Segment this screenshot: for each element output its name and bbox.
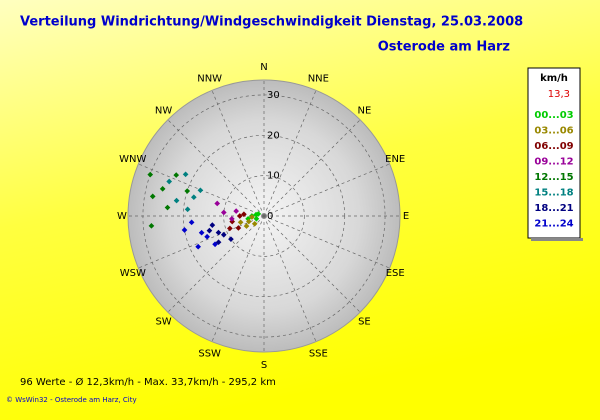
data-point <box>198 229 205 236</box>
spoke-line <box>167 119 265 217</box>
data-point <box>233 208 240 214</box>
legend-label: 21...24 <box>534 219 573 230</box>
legend-box <box>527 67 581 239</box>
legend-label: 06...09 <box>534 141 573 152</box>
spoke-line <box>138 215 265 269</box>
direction-label: NNE <box>308 73 329 84</box>
data-point <box>214 200 221 207</box>
spoke-line <box>211 215 265 342</box>
direction-label: W <box>117 211 127 222</box>
data-point <box>249 214 255 220</box>
data-point <box>204 233 210 240</box>
r-tick-label: 30 <box>267 90 280 101</box>
direction-label: NW <box>155 106 172 117</box>
data-point <box>191 194 197 201</box>
legend-value: 13,3 <box>548 89 570 100</box>
r-tick-label: 10 <box>267 171 280 182</box>
data-point <box>184 206 191 213</box>
data-point <box>237 219 244 226</box>
spoke-line <box>263 215 317 342</box>
data-point <box>181 227 188 233</box>
footer-stats: 96 Werte - Ø 12,3km/h - Max. 33,7km/h - … <box>20 376 276 388</box>
direction-label: SE <box>358 316 371 327</box>
legend-title: km/h <box>540 73 568 84</box>
spoke-line <box>263 215 390 269</box>
data-point <box>251 220 258 227</box>
data-point <box>209 222 216 228</box>
legend-label: 00...03 <box>534 110 573 121</box>
legend-label: 09...12 <box>534 157 573 168</box>
spoke-line <box>263 215 361 313</box>
direction-label: ENE <box>385 154 405 165</box>
spoke-line <box>263 163 390 217</box>
data-point <box>149 193 156 200</box>
data-point <box>206 227 213 234</box>
direction-label: WSW <box>120 268 146 279</box>
direction-label: WNW <box>119 154 146 165</box>
data-point <box>212 241 218 248</box>
r-tick-label: 20 <box>267 130 280 141</box>
direction-label: NNW <box>197 73 222 84</box>
legend-label: 03...06 <box>534 126 573 137</box>
data-point <box>188 219 195 226</box>
chart-title: Verteilung Windrichtung/Windgeschwindigk… <box>20 15 523 30</box>
legend-label: 15...18 <box>534 188 573 199</box>
data-point <box>220 209 227 216</box>
spoke-line <box>167 215 265 313</box>
data-point <box>148 223 155 229</box>
data-point <box>228 236 234 242</box>
data-point <box>164 204 171 211</box>
spoke-line <box>263 119 361 217</box>
data-point <box>147 171 154 178</box>
data-point <box>236 213 243 219</box>
data-point <box>255 211 262 217</box>
r-tick-label: 0 <box>267 211 273 222</box>
spoke-line <box>211 90 265 217</box>
data-point <box>243 223 250 229</box>
data-point <box>220 231 227 238</box>
grid-ring <box>182 134 346 298</box>
direction-label: NE <box>358 106 372 117</box>
data-point <box>173 197 180 204</box>
direction-label: SSE <box>309 349 328 360</box>
data-point <box>253 215 260 222</box>
data-point <box>166 178 173 185</box>
direction-label: ESE <box>386 268 405 279</box>
data-point <box>246 218 252 225</box>
direction-label: SW <box>155 316 171 327</box>
footer-credit: © WsWin32 - Osterode am Harz, City <box>6 396 137 404</box>
direction-label: SSW <box>198 349 221 360</box>
data-point <box>235 225 242 231</box>
legend-label: 12...15 <box>534 172 573 183</box>
direction-label: S <box>261 360 267 371</box>
data-point <box>173 172 180 178</box>
legend-label: 18...21 <box>534 203 573 214</box>
data-point <box>195 243 201 250</box>
spoke-line <box>263 90 317 217</box>
chart-subtitle: Osterode am Harz <box>378 40 510 55</box>
direction-label: E <box>403 211 409 222</box>
data-point <box>182 171 189 178</box>
data-point <box>241 211 247 218</box>
grid-ring <box>142 94 386 338</box>
data-point <box>159 186 166 192</box>
data-point <box>229 215 235 222</box>
direction-label: N <box>260 62 267 73</box>
grid-ring <box>223 175 305 257</box>
data-point <box>215 229 222 236</box>
data-point <box>197 187 204 194</box>
data-point <box>227 225 233 232</box>
data-point <box>184 188 191 194</box>
legend-shadow <box>531 238 583 241</box>
